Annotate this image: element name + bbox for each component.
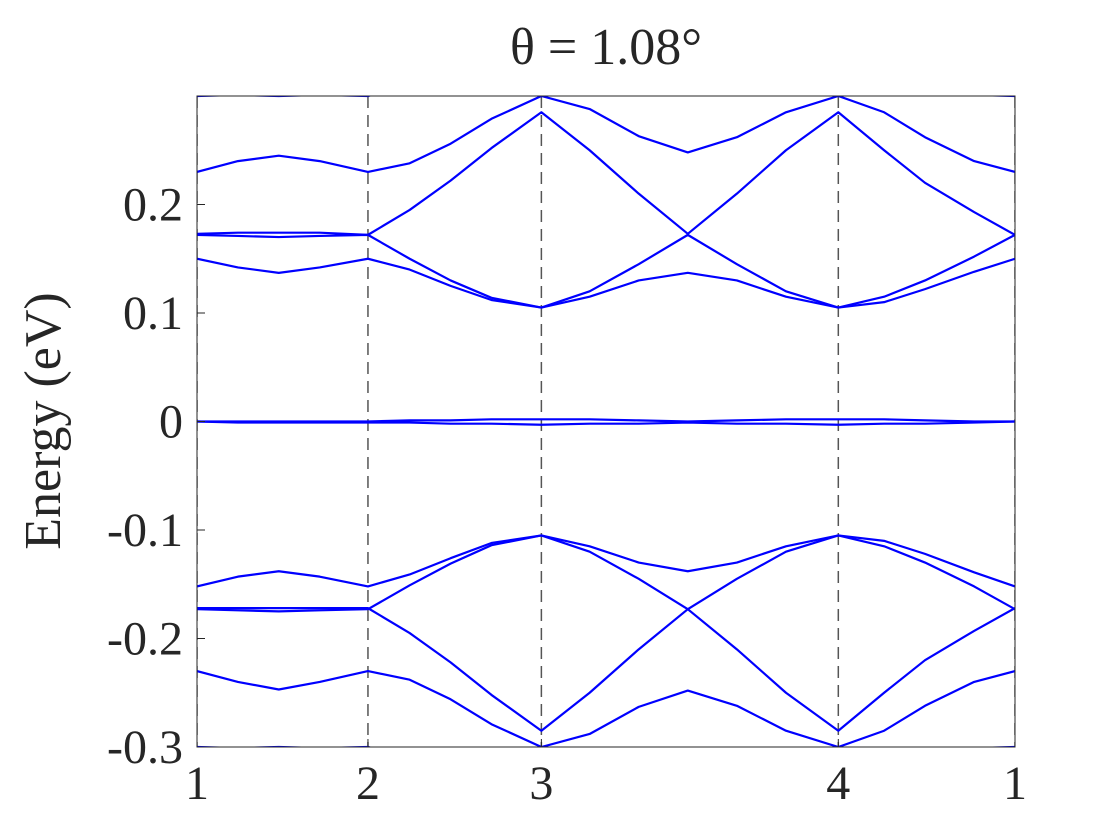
axes-box [196, 95, 1016, 748]
band-line [197, 534, 1015, 613]
y-tick-label: 0 [159, 396, 183, 449]
band-line [197, 607, 1015, 732]
band-line [197, 669, 1015, 747]
band-line [197, 420, 1015, 426]
band-line [197, 233, 1015, 309]
y-tick-label: -0.3 [107, 721, 183, 774]
y-tick-label: 0.1 [123, 287, 183, 340]
band-line [197, 96, 1015, 174]
x-tick-label: 2 [356, 757, 380, 810]
band-line [197, 257, 1015, 309]
x-tick-label: 1 [1003, 757, 1027, 810]
x-tick-label: 3 [529, 757, 553, 810]
band-line [197, 534, 1015, 588]
band-line [197, 418, 1015, 423]
y-tick-label: 0.2 [123, 179, 183, 232]
axes: 1 2 3 4 1-0.3-0.2-0.100.10.2 [107, 95, 1027, 810]
y-tick-label: -0.2 [107, 613, 183, 666]
x-tick-label: 4 [826, 757, 850, 810]
band-line [197, 745, 1015, 747]
plot-area [197, 96, 1015, 747]
band-line [197, 111, 1015, 236]
y-tick-label: -0.1 [107, 504, 183, 557]
x-tick-label: 1 [185, 757, 209, 810]
y-axis-label: Energy (eV) [15, 292, 72, 550]
chart-title: θ = 1.08° [510, 19, 702, 76]
